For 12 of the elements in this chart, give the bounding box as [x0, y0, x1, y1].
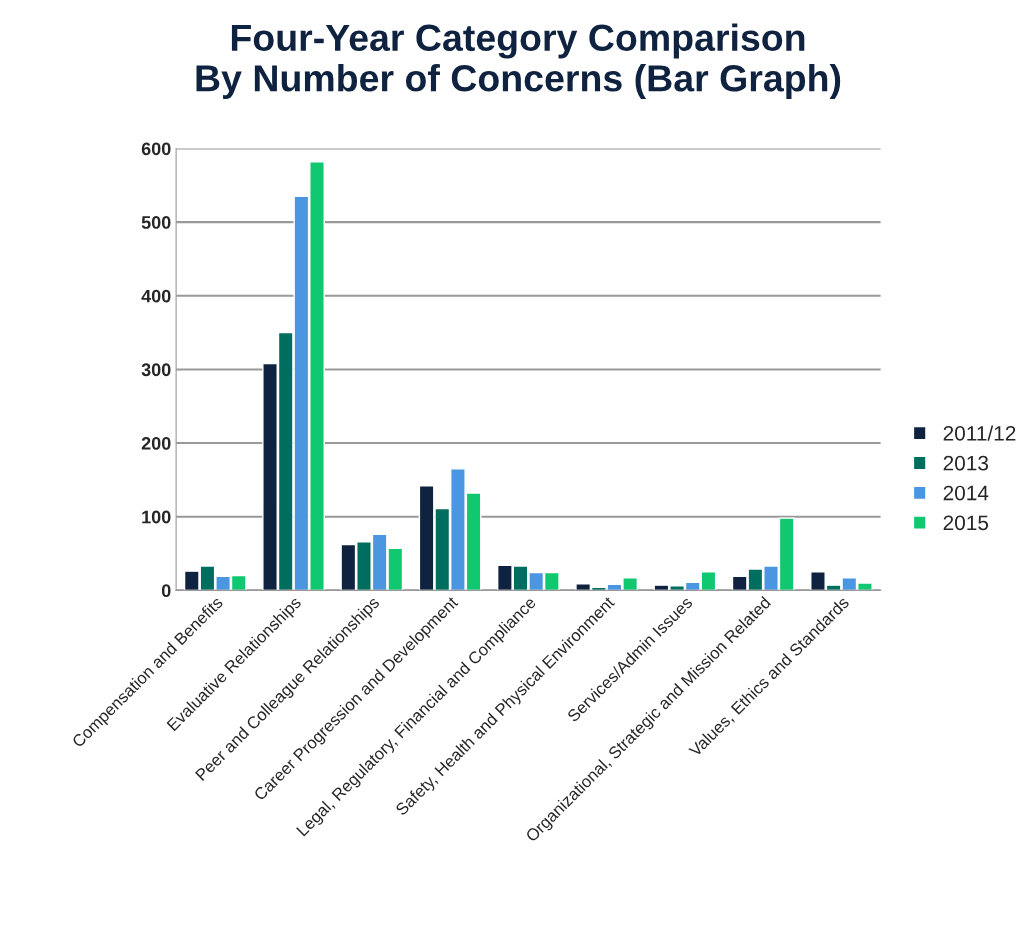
- chart-title: Four-Year Category Comparison By Number of Concerns (Bar Graph): [196, 23, 841, 100]
- legend-label: 2011/12: [943, 425, 1016, 441]
- y-tick-label: 300: [141, 363, 171, 377]
- y-tick-label: 600: [141, 142, 171, 156]
- legend-label: 2014: [943, 485, 989, 501]
- y-tick-label: 500: [141, 216, 171, 229]
- y-tick-label: 0: [161, 584, 171, 598]
- y-tick-label: 400: [141, 289, 171, 303]
- y-tick-label: 100: [142, 510, 171, 524]
- y-tick-label: 200: [141, 436, 171, 450]
- legend-label: 2015: [943, 515, 989, 531]
- legend-label: 2013: [943, 455, 989, 471]
